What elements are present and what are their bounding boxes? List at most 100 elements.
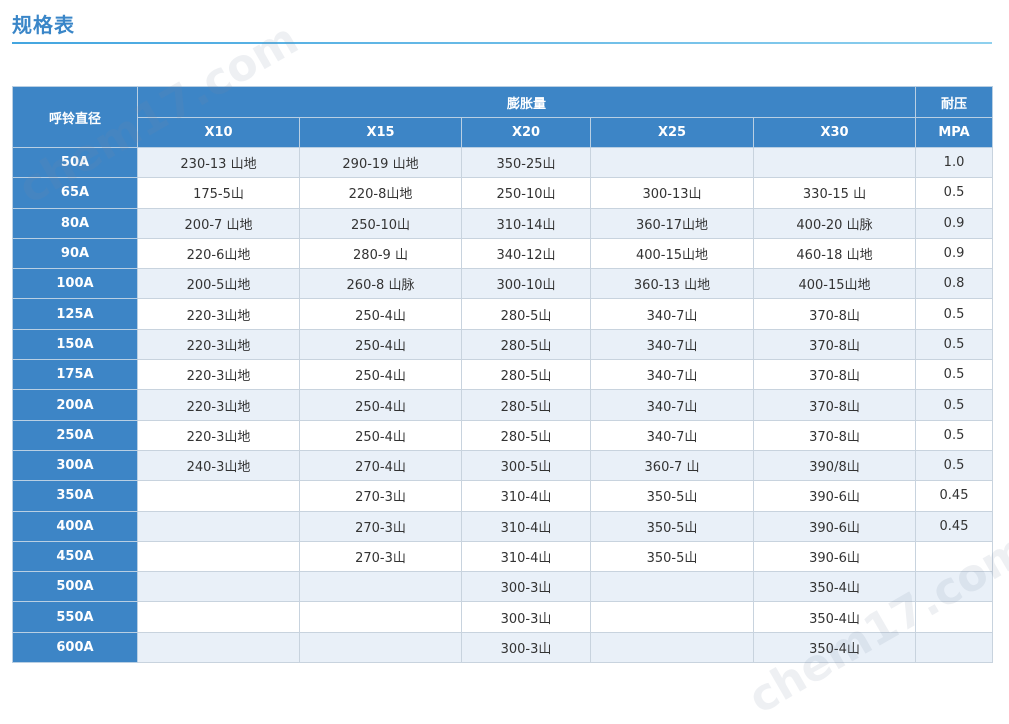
- cell-x30: 400-20 山脉: [752, 207, 917, 239]
- row-diameter: 90A: [12, 237, 138, 270]
- cell-x25: 340-7山: [590, 419, 754, 451]
- cell-x25: 340-7山: [590, 389, 754, 421]
- table-row: 400A 270-3山 310-4山 350-5山 390-6山 0.45: [12, 510, 994, 542]
- row-diameter: 250A: [12, 419, 138, 451]
- cell-x15: [299, 571, 462, 603]
- cell-x10: 220-3山地: [137, 359, 300, 391]
- cell-x20: 280-5山: [461, 328, 591, 361]
- spec-table: 呼铃直径 膨胀量 耐压 X10 X15 X20 X25 X30 MPA 50A 2…: [12, 86, 994, 664]
- cell-x15: 250-10山: [299, 207, 462, 239]
- cell-mpa: [915, 631, 994, 664]
- cell-x10: 220-6山地: [137, 237, 300, 270]
- cell-x20: 310-4山: [461, 510, 591, 542]
- cell-x20: 340-12山: [461, 237, 591, 270]
- cell-x30: 390-6山: [752, 540, 917, 573]
- cell-x15: 280-9 山: [299, 237, 462, 270]
- cell-mpa: 0.45: [915, 510, 994, 542]
- header-pressure-unit: MPA: [915, 117, 994, 148]
- cell-mpa: 0.5: [915, 389, 994, 421]
- cell-x30: 370-8山: [752, 389, 917, 421]
- table-row: 80A 200-7 山地 250-10山 310-14山 360-17山地 400-20 …: [12, 207, 994, 239]
- row-diameter: 450A: [12, 540, 138, 573]
- cell-x20: 300-3山: [461, 571, 591, 603]
- table-row: 175A 220-3山地 250-4山 280-5山 340-7山 370-8山 0.5: [12, 359, 994, 391]
- cell-mpa: 0.45: [915, 480, 994, 512]
- cell-mpa: 0.5: [915, 328, 994, 361]
- cell-mpa: 0.9: [915, 237, 994, 270]
- row-diameter: 500A: [12, 571, 138, 603]
- cell-x25: [590, 571, 754, 603]
- table-row: 65A 175-5山 220-8山地 250-10山 300-13山 330-15 山 0.…: [12, 177, 994, 209]
- cell-x10: 200-7 山地: [137, 207, 300, 239]
- row-diameter: 350A: [12, 480, 138, 512]
- cell-x20: 280-5山: [461, 298, 591, 330]
- row-diameter: 80A: [12, 207, 138, 239]
- row-diameter: 125A: [12, 298, 138, 330]
- cell-x20: 300-5山: [461, 449, 591, 482]
- row-diameter: 550A: [12, 601, 138, 633]
- cell-x30: 400-15山地: [752, 268, 917, 300]
- cell-x10: [137, 571, 300, 603]
- cell-x15: 260-8 山脉: [299, 268, 462, 300]
- header-x10: X10: [137, 117, 300, 148]
- spec-table-body: 50A 230-13 山地 290-19 山地 350-25山 1.0 65A 175-5山…: [12, 146, 994, 664]
- table-row: 90A 220-6山地 280-9 山 340-12山 400-15山地 460-18 山…: [12, 237, 994, 270]
- table-row: 100A 200-5山地 260-8 山脉 300-10山 360-13 山地 400-1…: [12, 268, 994, 300]
- table-row: 500A 300-3山 350-4山: [12, 571, 994, 603]
- cell-mpa: 0.5: [915, 419, 994, 451]
- cell-x10: [137, 510, 300, 542]
- cell-x15: [299, 631, 462, 664]
- header-x15: X15: [299, 117, 462, 148]
- cell-x15: 250-4山: [299, 419, 462, 451]
- cell-x15: 290-19 山地: [299, 146, 462, 179]
- cell-x10: 220-3山地: [137, 419, 300, 451]
- row-diameter: 200A: [12, 389, 138, 421]
- cell-x30: 370-8山: [752, 419, 917, 451]
- cell-mpa: 0.5: [915, 177, 994, 209]
- table-row: 350A 270-3山 310-4山 350-5山 390-6山 0.45: [12, 480, 994, 512]
- cell-x20: 310-14山: [461, 207, 591, 239]
- table-row: 200A 220-3山地 250-4山 280-5山 340-7山 370-8山 0.5: [12, 389, 994, 421]
- cell-x30: 390-6山: [752, 480, 917, 512]
- cell-x30: 370-8山: [752, 298, 917, 330]
- cell-mpa: [915, 540, 994, 573]
- row-diameter: 600A: [12, 631, 138, 664]
- cell-x15: 270-3山: [299, 480, 462, 512]
- header-expansion: 膨胀量: [136, 86, 917, 118]
- cell-mpa: 0.5: [915, 359, 994, 391]
- cell-x20: 300-10山: [461, 268, 591, 300]
- cell-x15: 250-4山: [299, 359, 462, 391]
- cell-x20: 300-3山: [461, 631, 591, 664]
- header-row-top: 呼铃直径 膨胀量 耐压: [12, 86, 994, 148]
- cell-x10: 230-13 山地: [137, 146, 300, 179]
- cell-x30: 350-4山: [752, 631, 917, 664]
- cell-x20: 310-4山: [461, 480, 591, 512]
- row-diameter: 175A: [12, 359, 138, 391]
- cell-mpa: [915, 571, 994, 603]
- header-diameter: 呼铃直径: [12, 86, 138, 148]
- cell-x15: 270-4山: [299, 449, 462, 482]
- table-row: 50A 230-13 山地 290-19 山地 350-25山 1.0: [12, 146, 994, 179]
- cell-mpa: [915, 601, 994, 633]
- table-row: 300A 240-3山地 270-4山 300-5山 360-7 山 390/8山 0.5: [12, 449, 994, 482]
- cell-x15: 270-3山: [299, 540, 462, 573]
- cell-x25: 340-7山: [590, 298, 754, 330]
- cell-x15: 250-4山: [299, 389, 462, 421]
- table-row: 125A 220-3山地 250-4山 280-5山 340-7山 370-8山 0.5: [12, 298, 994, 330]
- cell-mpa: 1.0: [915, 146, 994, 179]
- cell-x10: [137, 540, 300, 573]
- cell-x25: 350-5山: [590, 510, 754, 542]
- cell-x30: 370-8山: [752, 359, 917, 391]
- cell-mpa: 0.8: [915, 268, 994, 300]
- header-row-bottom: X10 X15 X20 X25 X30 MPA: [13, 117, 994, 148]
- cell-x30: 370-8山: [752, 328, 917, 361]
- title-divider: [12, 42, 992, 44]
- row-diameter: 300A: [12, 449, 138, 482]
- cell-x25: 340-7山: [590, 328, 754, 361]
- table-row: 450A 270-3山 310-4山 350-5山 390-6山: [12, 540, 994, 573]
- cell-x15: 220-8山地: [299, 177, 462, 209]
- cell-x25: 360-17山地: [590, 207, 754, 239]
- cell-x30: 350-4山: [752, 571, 917, 603]
- page-title: 规格表: [12, 13, 75, 37]
- cell-x25: 360-13 山地: [590, 268, 754, 300]
